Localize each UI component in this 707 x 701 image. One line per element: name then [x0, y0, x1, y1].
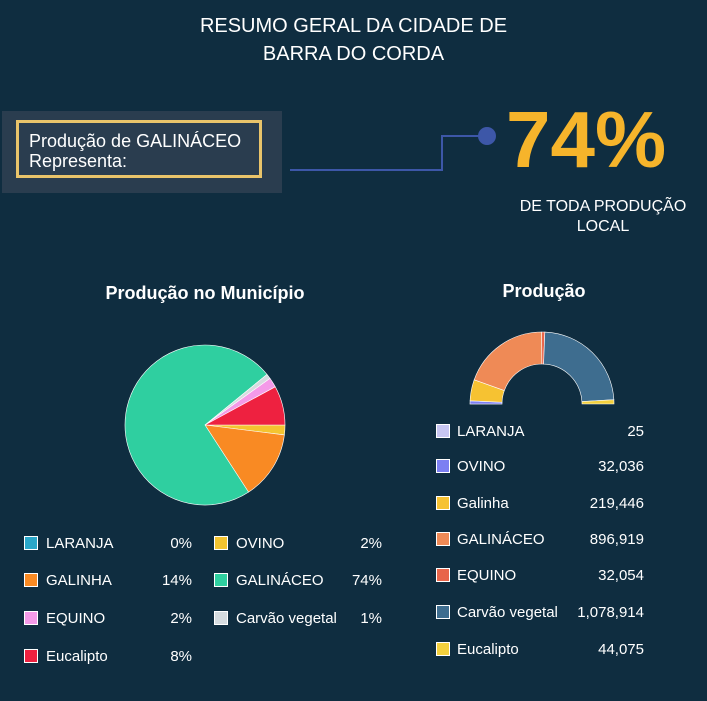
legend-value: 32,036	[598, 458, 644, 475]
legend-swatch	[24, 611, 38, 625]
highlight-sub-line-2: LOCAL	[576, 218, 630, 235]
donut-chart-title: Produção	[502, 281, 586, 301]
legend-swatch	[436, 532, 450, 546]
legend-label: LARANJA	[457, 423, 525, 440]
legend-value: 2%	[360, 535, 382, 552]
connector-line	[290, 127, 496, 171]
legend-swatch	[214, 536, 228, 550]
legend-value: 0%	[170, 535, 192, 552]
legend-value: 896,919	[589, 531, 644, 548]
legend-value: 32,054	[598, 567, 644, 584]
title-line-1: RESUMO GERAL DA CIDADE DE	[199, 15, 508, 37]
legend-value: 1%	[360, 610, 382, 627]
pie-slice-galinha	[204, 424, 285, 493]
legend-label: GALINÁCEO	[457, 531, 545, 548]
highlight-line-2: Representa:	[29, 151, 128, 171]
legend-item-galinha: Galinha 219,446	[436, 492, 646, 516]
legend-item-carvao-vegetal: Carvão vegetal 1,078,914	[436, 601, 646, 625]
connector-dot	[478, 127, 496, 145]
legend-value: 25	[627, 423, 644, 440]
pie-slice-galinaceo	[124, 344, 268, 506]
legend-label: Carvão vegetal	[236, 610, 337, 627]
legend-label: Eucalipto	[457, 641, 519, 658]
legend-swatch	[436, 568, 450, 582]
legend-item-equino: EQUINO 2%	[24, 607, 194, 631]
legend-label: LARANJA	[46, 535, 114, 552]
title-line-2: BARRA DO CORDA	[262, 43, 445, 65]
page-title: RESUMO GERAL DA CIDADE DE BARRA DO CORDA	[0, 12, 707, 68]
legend-swatch	[436, 496, 450, 510]
legend-label: Eucalipto	[46, 648, 108, 665]
legend-swatch	[436, 605, 450, 619]
legend-item-eucalipto: Eucalipto 44,075	[436, 638, 646, 662]
legend-value: 1,078,914	[577, 604, 644, 621]
legend-swatch	[436, 459, 450, 473]
pie-chart	[124, 344, 286, 506]
half-donut-chart	[469, 331, 615, 405]
legend-label: Galinha	[457, 495, 509, 512]
connector-path	[290, 135, 482, 171]
legend-label: EQUINO	[46, 610, 106, 627]
legend-label: EQUINO	[457, 567, 517, 584]
legend-label: Carvão vegetal	[457, 604, 558, 621]
legend-label: GALINÁCEO	[236, 572, 324, 589]
highlight-percent: 74%	[506, 95, 667, 184]
legend-swatch	[436, 424, 450, 438]
legend-value: 2%	[170, 610, 192, 627]
donut-slice-galinaceo	[473, 331, 543, 391]
legend-value: 219,446	[589, 495, 644, 512]
highlight-line-1: Produção de GALINÁCEO	[29, 131, 242, 151]
legend-item-ovino: OVINO 2%	[214, 532, 384, 556]
legend-value: 44,075	[598, 641, 644, 658]
highlight-subtitle: DE TODA PRODUÇÃO LOCAL	[500, 197, 706, 237]
legend-item-equino: EQUINO 32,054	[436, 564, 646, 588]
legend-item-galinaceo: GALINÁCEO 74%	[214, 569, 384, 593]
pie-chart-title: Produção no Município	[105, 283, 305, 303]
legend-item-galinha: GALINHA 14%	[24, 569, 194, 593]
donut-slice-eucalipto	[581, 399, 615, 405]
legend-item-ovino: OVINO 32,036	[436, 455, 646, 479]
legend-swatch	[24, 573, 38, 587]
legend-item-eucalipto: Eucalipto 8%	[24, 645, 194, 669]
legend-item-carvao-vegetal: Carvão vegetal 1%	[214, 607, 384, 631]
pie-slice-eucalipto	[204, 386, 286, 426]
legend-value: 14%	[161, 572, 192, 589]
legend-value: 74%	[351, 572, 382, 589]
legend-item-galinaceo: GALINÁCEO 896,919	[436, 528, 646, 552]
legend-swatch	[24, 536, 38, 550]
donut-slice-carvao-vegetal	[543, 331, 615, 402]
legend-label: GALINHA	[46, 572, 112, 589]
legend-label: OVINO	[236, 535, 285, 552]
highlight-sub-line-1: DE TODA PRODUÇÃO	[519, 198, 687, 215]
legend-value: 8%	[170, 648, 192, 665]
highlight-box: Produção de GALINÁCEO Representa:	[2, 111, 282, 193]
highlight-frame: Produção de GALINÁCEO Representa:	[16, 120, 262, 178]
legend-item-laranja: LARANJA 0%	[24, 532, 194, 556]
legend-label: OVINO	[457, 458, 506, 475]
legend-swatch	[214, 611, 228, 625]
legend-swatch	[214, 573, 228, 587]
legend-swatch	[436, 642, 450, 656]
legend-swatch	[24, 649, 38, 663]
legend-item-laranja: LARANJA 25	[436, 420, 646, 444]
